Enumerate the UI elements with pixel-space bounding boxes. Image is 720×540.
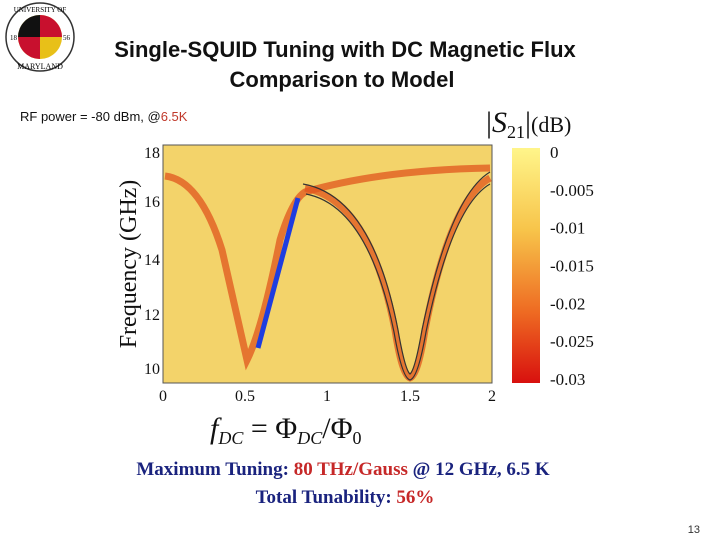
colorbar-tick-label: -0.02 [550, 294, 585, 313]
logo-year: 18 [10, 34, 18, 42]
x-axis-label: fDC = ΦDC/Φ0 [210, 412, 362, 448]
summary: Total Tunability: 56% [256, 487, 435, 508]
cb-label-part: (dB) [531, 112, 571, 137]
y-tick-label: 14 [144, 252, 160, 269]
y-tick-label: 12 [144, 307, 160, 324]
x-tick-label: 0 [159, 388, 167, 405]
x-tick-label: 2 [488, 388, 496, 405]
colorbar [512, 148, 540, 383]
x-tick-label: 1.5 [400, 388, 420, 405]
summary-label: Total Tunability: [256, 487, 397, 508]
summary-label: Maximum Tuning: [136, 459, 293, 480]
conditions-text: RF power = -80 dBm, @ [20, 109, 161, 124]
x-label-part: = Φ [243, 412, 297, 445]
x-label-part: /Φ [322, 412, 352, 445]
x-label-part: DC [296, 428, 323, 448]
title: Single-SQUID Tuning with DC Magnetic Flu… [114, 37, 576, 62]
conditions: RF power = -80 dBm, @6.5K [20, 109, 188, 124]
summary-value: 56% [396, 487, 434, 508]
colorbar-label: |S21|(dB) [486, 106, 571, 142]
summary-value: 80 THz/Gauss [294, 459, 408, 480]
colorbar-tick-label: -0.03 [550, 370, 585, 389]
cb-label-part: 21 [507, 122, 525, 142]
conditions-highlight: 6.5K [161, 109, 188, 124]
colorbar-tick-label: -0.01 [550, 219, 585, 238]
x-tick-label: 1 [323, 388, 331, 405]
colorbar-tick-label: -0.005 [550, 181, 594, 200]
y-axis-label: Frequency (GHz) [116, 180, 142, 349]
logo-text: MARYLAND [17, 62, 63, 71]
y-tick-label: 16 [144, 194, 160, 211]
x-label-part: DC [217, 428, 244, 448]
heatmap [162, 144, 493, 384]
y-tick-label: 10 [144, 361, 160, 378]
cb-label-part: | [486, 106, 492, 139]
colorbar-tick-label: 0 [550, 143, 559, 162]
colorbar-tick-label: -0.015 [550, 257, 594, 276]
summary: Maximum Tuning: 80 THz/Gauss @ 12 GHz, 6… [136, 459, 549, 480]
page-number: 13 [688, 524, 700, 536]
title: Comparison to Model [230, 67, 455, 92]
logo-year: 56 [63, 34, 71, 42]
logo-text: UNIVERSITY OF [14, 6, 67, 14]
summary-label: @ 12 GHz, 6.5 K [408, 459, 550, 480]
logo: UNIVERSITY OF MARYLAND 18 56 [5, 2, 75, 72]
cb-label-part: | [525, 106, 531, 139]
y-tick-label: 18 [144, 145, 160, 162]
colorbar-tick-label: -0.025 [550, 332, 594, 351]
cb-label-part: S [492, 106, 507, 139]
x-label-part: 0 [353, 428, 362, 448]
x-tick-label: 0.5 [235, 388, 255, 405]
